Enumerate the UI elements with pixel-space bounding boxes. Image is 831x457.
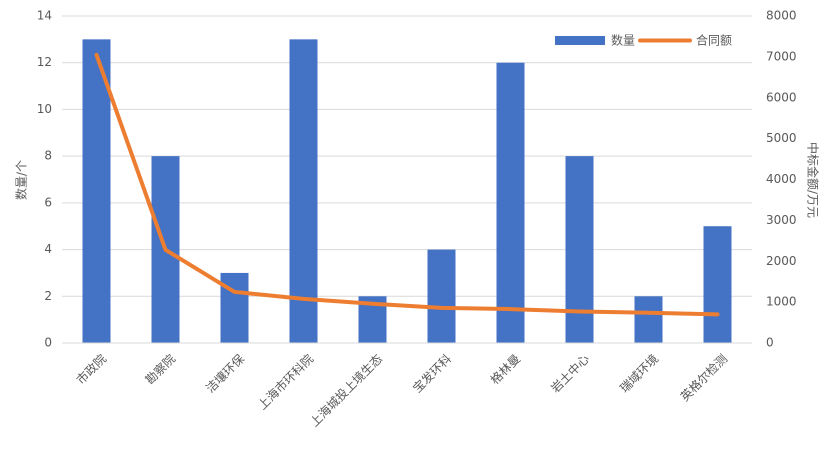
x-tick-label: 勘察院 (143, 352, 178, 387)
bar (703, 226, 732, 343)
y2-axis-label: 中标金额/万元 (806, 142, 821, 218)
x-tick-label: 上海市环科院 (255, 351, 317, 413)
bar (220, 272, 249, 343)
y-axis-label: 数量/个 (14, 160, 29, 200)
legend-label: 合同额 (696, 33, 732, 48)
y-tick-label: 6 (44, 195, 52, 209)
y-tick-label: 8 (44, 149, 52, 163)
y-tick-label: 0 (44, 336, 52, 350)
y-tick-label: 10 (37, 102, 52, 116)
x-tick-label: 英格尔检测 (677, 351, 730, 404)
y2-tick-label: 7000 (766, 49, 797, 63)
y2-tick-label: 5000 (766, 131, 797, 145)
x-tick-label: 瑞域环境 (617, 351, 662, 396)
x-tick-label: 洁壤环保 (203, 351, 248, 396)
y-tick-label: 14 (37, 9, 52, 23)
bar (289, 39, 318, 343)
x-tick-label: 市政院 (73, 351, 109, 387)
y-tick-label: 2 (44, 289, 52, 303)
x-tick-label: 宝发环科 (410, 351, 455, 396)
y-tick-label: 4 (44, 242, 52, 256)
y2-tick-label: 0 (766, 336, 774, 350)
bar (634, 296, 663, 343)
bar (82, 39, 111, 343)
legend-swatch (555, 36, 605, 45)
y2-tick-label: 8000 (766, 9, 797, 23)
x-tick-label: 岩土中心 (548, 351, 593, 396)
x-tick-label: 上海城投上境生态 (307, 351, 385, 429)
x-tick-label: 格林曼 (487, 351, 523, 387)
bar (427, 249, 456, 343)
y2-tick-label: 6000 (766, 90, 797, 104)
bar (496, 62, 525, 343)
y2-tick-label: 3000 (766, 213, 797, 227)
y2-tick-label: 2000 (766, 254, 797, 268)
legend-label: 数量 (611, 33, 635, 48)
y2-tick-label: 4000 (766, 172, 797, 186)
y2-tick-label: 1000 (766, 295, 797, 309)
y-tick-label: 12 (37, 55, 52, 69)
line (94, 52, 720, 317)
bar (565, 156, 594, 343)
